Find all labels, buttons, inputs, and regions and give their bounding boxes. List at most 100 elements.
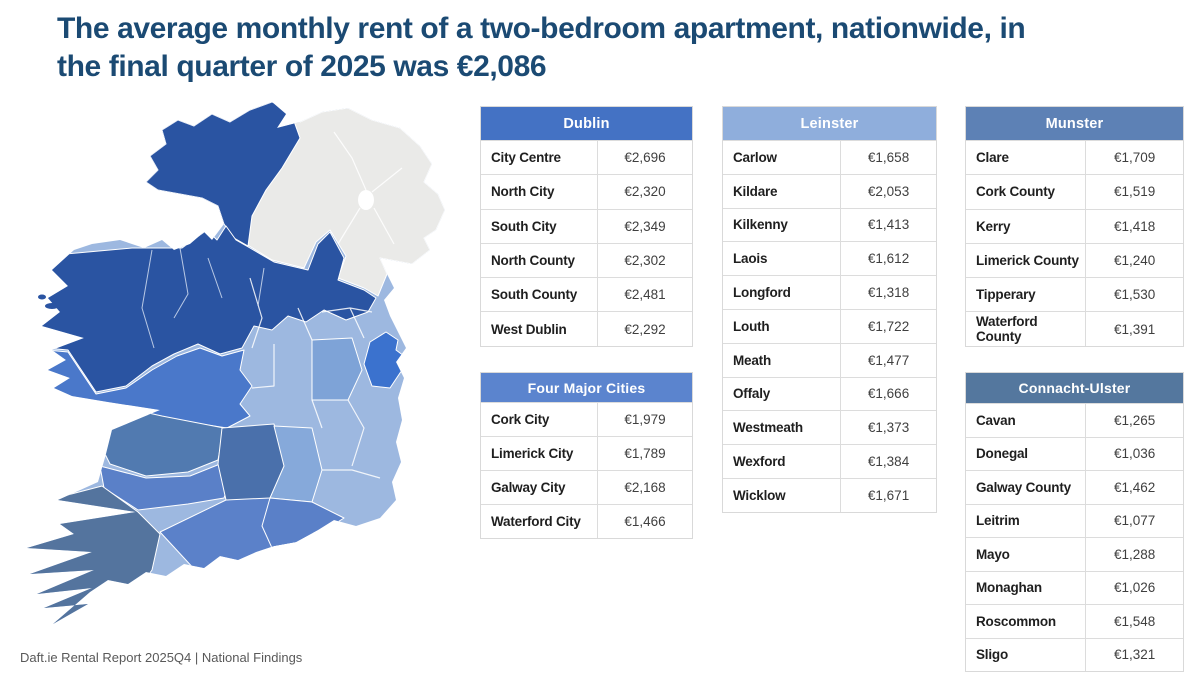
rent-value: €1,036: [1085, 437, 1183, 470]
rent-value: €1,671: [840, 478, 936, 512]
region-label: Wexford: [733, 454, 786, 470]
region-label: South County: [491, 287, 578, 303]
region-label: North County: [491, 253, 575, 269]
region-label: Offaly: [733, 386, 771, 402]
table-row: Waterford County €1,391: [966, 311, 1183, 346]
region-label: Limerick County: [976, 253, 1079, 269]
table-row: Cavan €1,265: [966, 403, 1183, 437]
rent-value: €1,548: [1085, 605, 1183, 638]
region-label: Roscommon: [976, 613, 1056, 629]
region-label: Louth: [733, 318, 770, 334]
rent-value: €1,709: [1085, 141, 1183, 175]
munster-table: Munster Clare €1,709 Cork County €1,519 Kerr…: [965, 106, 1184, 347]
rent-value: €1,240: [1085, 243, 1183, 278]
connacht-ulster-table: Connacht-Ulster Cavan €1,265 Donegal €1,036…: [965, 372, 1184, 672]
rent-value: €1,722: [840, 309, 936, 343]
rent-value: €1,477: [840, 343, 936, 377]
rent-value: €1,288: [1085, 538, 1183, 571]
dublin-table-header: Dublin: [481, 107, 692, 140]
region-label: Sligo: [976, 647, 1008, 663]
table-row: Louth €1,722: [723, 308, 936, 343]
table-row: North City €2,320: [481, 174, 692, 209]
map-region-northwest-band: [27, 225, 377, 393]
table-row: South City €2,349: [481, 208, 692, 243]
table-row: Limerick County €1,240: [966, 242, 1183, 278]
rent-value: €1,462: [1085, 471, 1183, 504]
table-row: Wicklow €1,671: [723, 477, 936, 512]
region-label: Carlow: [733, 149, 777, 165]
four-major-cities-table-body: Cork City €1,979 Limerick City €1,789 Galway…: [481, 402, 692, 538]
table-row: Galway City €2,168: [481, 470, 692, 504]
table-row: Westmeath €1,373: [723, 410, 936, 445]
ireland-map: [12, 98, 457, 665]
region-label: Meath: [733, 352, 772, 368]
rent-value: €1,413: [840, 208, 936, 242]
lough-neagh: [358, 190, 374, 210]
dark-region-border-lines: [141, 247, 265, 349]
leinster-table: Leinster Carlow €1,658 Kildare €2,053 Kilken…: [722, 106, 937, 513]
table-row: Meath €1,477: [723, 342, 936, 377]
region-label: Cavan: [976, 412, 1016, 428]
connacht-ulster-table-header: Connacht-Ulster: [966, 373, 1183, 403]
table-row: Tipperary €1,530: [966, 277, 1183, 312]
dublin-table: Dublin City Centre €2,696 North City €2,320…: [480, 106, 693, 347]
rent-value: €1,612: [840, 242, 936, 276]
rent-value: €1,265: [1085, 404, 1183, 437]
rent-value: €2,481: [597, 278, 692, 312]
table-row: Roscommon €1,548: [966, 604, 1183, 638]
region-label: Laois: [733, 251, 768, 267]
rent-value: €1,318: [840, 276, 936, 309]
four-major-cities-table: Four Major Cities Cork City €1,979 Limeric…: [480, 372, 693, 539]
table-row: Longford €1,318: [723, 275, 936, 309]
table-row: Cork City €1,979: [481, 402, 692, 436]
table-row: Monaghan €1,026: [966, 570, 1183, 604]
table-row: Cork County €1,519: [966, 174, 1183, 209]
rent-value: €1,530: [1085, 278, 1183, 312]
rent-value: €1,321: [1085, 638, 1183, 671]
table-row: Waterford City €1,466: [481, 504, 692, 538]
rent-value: €2,320: [597, 175, 692, 209]
region-label: Kerry: [976, 218, 1011, 234]
table-row: Kerry €1,418: [966, 208, 1183, 243]
region-label: Galway County: [976, 479, 1071, 495]
munster-table-header: Munster: [966, 107, 1183, 140]
rent-value: €1,979: [597, 403, 692, 436]
table-row: Leitrim €1,077: [966, 503, 1183, 537]
table-row: Limerick City €1,789: [481, 436, 692, 470]
region-label: Galway City: [491, 480, 566, 495]
offshore-islands: [38, 294, 59, 309]
rent-value: €2,168: [597, 471, 692, 504]
region-label: Monaghan: [976, 580, 1042, 596]
island-icon: [45, 303, 59, 309]
rent-value: €1,519: [1085, 175, 1183, 209]
connacht-ulster-table-body: Cavan €1,265 Donegal €1,036 Galway County €1,…: [966, 403, 1183, 671]
rent-value: €1,658: [840, 141, 936, 174]
county-border-lines: [249, 131, 403, 479]
dublin-table-body: City Centre €2,696 North City €2,320 South C…: [481, 140, 692, 346]
four-major-cities-table-header: Four Major Cities: [481, 373, 692, 402]
rent-value: €1,026: [1085, 571, 1183, 604]
table-row: Kilkenny €1,413: [723, 207, 936, 242]
rent-value: €2,053: [840, 174, 936, 208]
munster-table-body: Clare €1,709 Cork County €1,519 Kerry €1,418 L…: [966, 140, 1183, 346]
region-label: Cork County: [976, 184, 1055, 200]
region-label: City Centre: [491, 150, 561, 166]
table-row: City Centre €2,696: [481, 140, 692, 175]
page-title-line1: The average monthly rent of a two-bedroo…: [57, 12, 1026, 45]
rent-value: €2,292: [597, 312, 692, 346]
rent-value: €1,391: [1085, 312, 1183, 346]
region-label: Waterford City: [491, 514, 581, 529]
region-label: Waterford County: [976, 314, 1038, 345]
region-label: Westmeath: [733, 420, 803, 436]
region-label: South City: [491, 218, 557, 234]
table-row: Wexford €1,384: [723, 444, 936, 478]
table-row: Offaly €1,666: [723, 376, 936, 411]
rent-value: €1,466: [597, 505, 692, 538]
table-row: Mayo €1,288: [966, 537, 1183, 571]
table-row: Laois €1,612: [723, 241, 936, 276]
table-row: Clare €1,709: [966, 140, 1183, 175]
region-label: Cork City: [491, 412, 550, 427]
region-label: North City: [491, 184, 555, 200]
region-label: West Dublin: [491, 321, 567, 337]
